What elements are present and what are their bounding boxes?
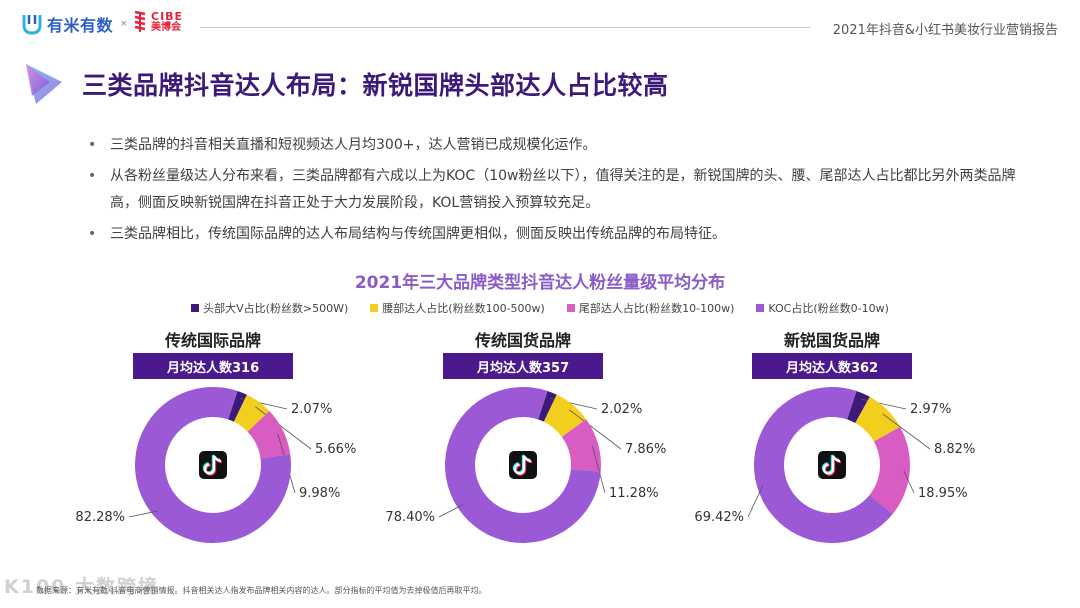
data-label-waist: 8.82% bbox=[934, 442, 975, 457]
bullet-list: 三类品牌的抖音相关直播和短视频达人月均300+，达人营销已成规模化运作。 从各粉… bbox=[88, 132, 1018, 252]
donut-slice-waist bbox=[543, 394, 587, 437]
footer-note: 数据来源：有米有数·抖音电商营销情报。抖音相关达人指发布品牌相关内容的达人。部分… bbox=[36, 586, 487, 595]
report-title: 2021年抖音&小红书美妆行业营销报告 bbox=[832, 23, 1058, 38]
donut-slice-waist bbox=[233, 394, 270, 432]
tiktok-note-white bbox=[513, 455, 532, 475]
count-box-emerging-domestic: 月均达人数362 bbox=[752, 353, 912, 379]
count-box-international: 月均达人数316 bbox=[133, 353, 293, 379]
legend-swatch-tail bbox=[566, 304, 575, 312]
donut-slice-tail bbox=[247, 410, 291, 459]
chart-legend: 头部大V占比(粉丝数>500W) 腰部达人占比(粉丝数100-500w) 尾部达… bbox=[0, 300, 1080, 316]
tiktok-icon bbox=[818, 451, 846, 479]
tiktok-icon bbox=[199, 451, 227, 479]
legend-swatch-head bbox=[191, 304, 200, 312]
data-label-head: 2.97% bbox=[910, 402, 951, 417]
donut-slice-koc bbox=[445, 387, 601, 543]
legend-label-head: 头部大V占比(粉丝数>500W) bbox=[203, 302, 349, 315]
bullet-item: 三类品牌的抖音相关直播和短视频达人月均300+，达人营销已成规模化运作。 bbox=[88, 132, 1018, 159]
cibe-logo-icon bbox=[134, 10, 146, 32]
watermark: K100 大数跨境 bbox=[4, 576, 159, 598]
leader-line-waist bbox=[255, 406, 312, 450]
donut-slice-head bbox=[847, 390, 870, 424]
donut-slice-koc bbox=[134, 387, 291, 543]
tiktok-note-white bbox=[203, 455, 222, 475]
legend-item-waist: 腰部达人占比(粉丝数100-500w) bbox=[370, 300, 545, 316]
bullet-item: 从各粉丝量级达人分布来看，三类品牌都有六成以上为KOC（10w粉丝以下），值得关… bbox=[88, 163, 1018, 217]
donut-slice-koc bbox=[754, 386, 893, 543]
legend-swatch-waist bbox=[370, 304, 379, 312]
cibe-logo-en: CIBE bbox=[151, 10, 184, 23]
count-box-traditional-domestic: 月均达人数357 bbox=[443, 353, 603, 379]
leader-line-waist bbox=[882, 413, 931, 450]
youmi-logo-text: 有米有数 bbox=[47, 16, 114, 35]
youmi-logo-icon bbox=[22, 15, 42, 35]
tiktok-icon bbox=[509, 451, 537, 479]
youmi-logo: 有米有数 bbox=[22, 12, 113, 36]
leader-line-koc bbox=[438, 504, 464, 518]
data-label-tail: 11.28% bbox=[609, 486, 659, 501]
donut-slice-tail bbox=[869, 426, 910, 514]
donut-slice-waist bbox=[855, 396, 901, 442]
bullet-item: 三类品牌相比，传统国际品牌的达人布局结构与传统国牌更相似，侧面反映出传统品牌的布… bbox=[88, 221, 1018, 248]
header: 有米有数 × CIBE 美博会 2021年抖音&小红书美妆行业营销报告 bbox=[0, 0, 1080, 50]
legend-item-head: 头部大V占比(粉丝数>500W) bbox=[191, 300, 348, 316]
donut-chart-0: 2.07% 5.66% 9.98% 82.28% bbox=[75, 387, 356, 543]
legend-item-koc: KOC占比(粉丝数0-10w) bbox=[756, 300, 889, 316]
leader-line-koc bbox=[747, 485, 764, 518]
leader-line-tail bbox=[591, 445, 606, 494]
brand-title-international: 传统国际品牌 bbox=[164, 331, 261, 350]
data-label-tail: 9.98% bbox=[299, 486, 340, 501]
donut-chart-2: 2.97% 8.82% 18.95% 69.42% bbox=[694, 386, 975, 543]
tiktok-note-white bbox=[822, 455, 841, 475]
legend-swatch-koc bbox=[756, 304, 765, 312]
brand-title-emerging-domestic: 新锐国货品牌 bbox=[783, 331, 880, 350]
data-label-koc: 69.42% bbox=[694, 510, 744, 525]
donut-slice-tail bbox=[561, 419, 601, 472]
donut-chart-1: 2.02% 7.86% 11.28% 78.40% bbox=[385, 387, 666, 543]
data-label-waist: 7.86% bbox=[625, 442, 666, 457]
data-label-head: 2.07% bbox=[291, 402, 332, 417]
cibe-logo: CIBE 美博会 bbox=[132, 10, 183, 34]
brand-title-traditional-domestic: 传统国货品牌 bbox=[474, 331, 571, 350]
data-label-koc: 78.40% bbox=[385, 510, 435, 525]
legend-label-waist: 腰部达人占比(粉丝数100-500w) bbox=[382, 302, 545, 315]
page-title: 三类品牌抖音达人布局：新锐国牌头部达人占比较高 bbox=[82, 71, 669, 100]
logo-separator: × bbox=[120, 19, 128, 29]
legend-label-tail: 尾部达人占比(粉丝数10-100w) bbox=[578, 302, 735, 315]
header-divider bbox=[200, 27, 810, 28]
data-label-head: 2.02% bbox=[601, 402, 642, 417]
play-triangle-icon bbox=[26, 64, 62, 104]
data-label-waist: 5.66% bbox=[315, 442, 356, 457]
leader-line-tail bbox=[903, 470, 915, 494]
leader-line-waist bbox=[568, 409, 622, 450]
leader-line-koc bbox=[128, 510, 158, 518]
legend-item-tail: 尾部达人占比(粉丝数10-100w) bbox=[566, 300, 735, 316]
legend-label-koc: KOC占比(粉丝数0-10w) bbox=[768, 302, 889, 315]
chart-title: 2021年三大品牌类型抖音达人粉丝量级平均分布 bbox=[354, 273, 726, 293]
data-label-tail: 18.95% bbox=[918, 486, 968, 501]
data-label-koc: 82.28% bbox=[75, 510, 125, 525]
cibe-logo-cn: 美博会 bbox=[151, 22, 181, 33]
